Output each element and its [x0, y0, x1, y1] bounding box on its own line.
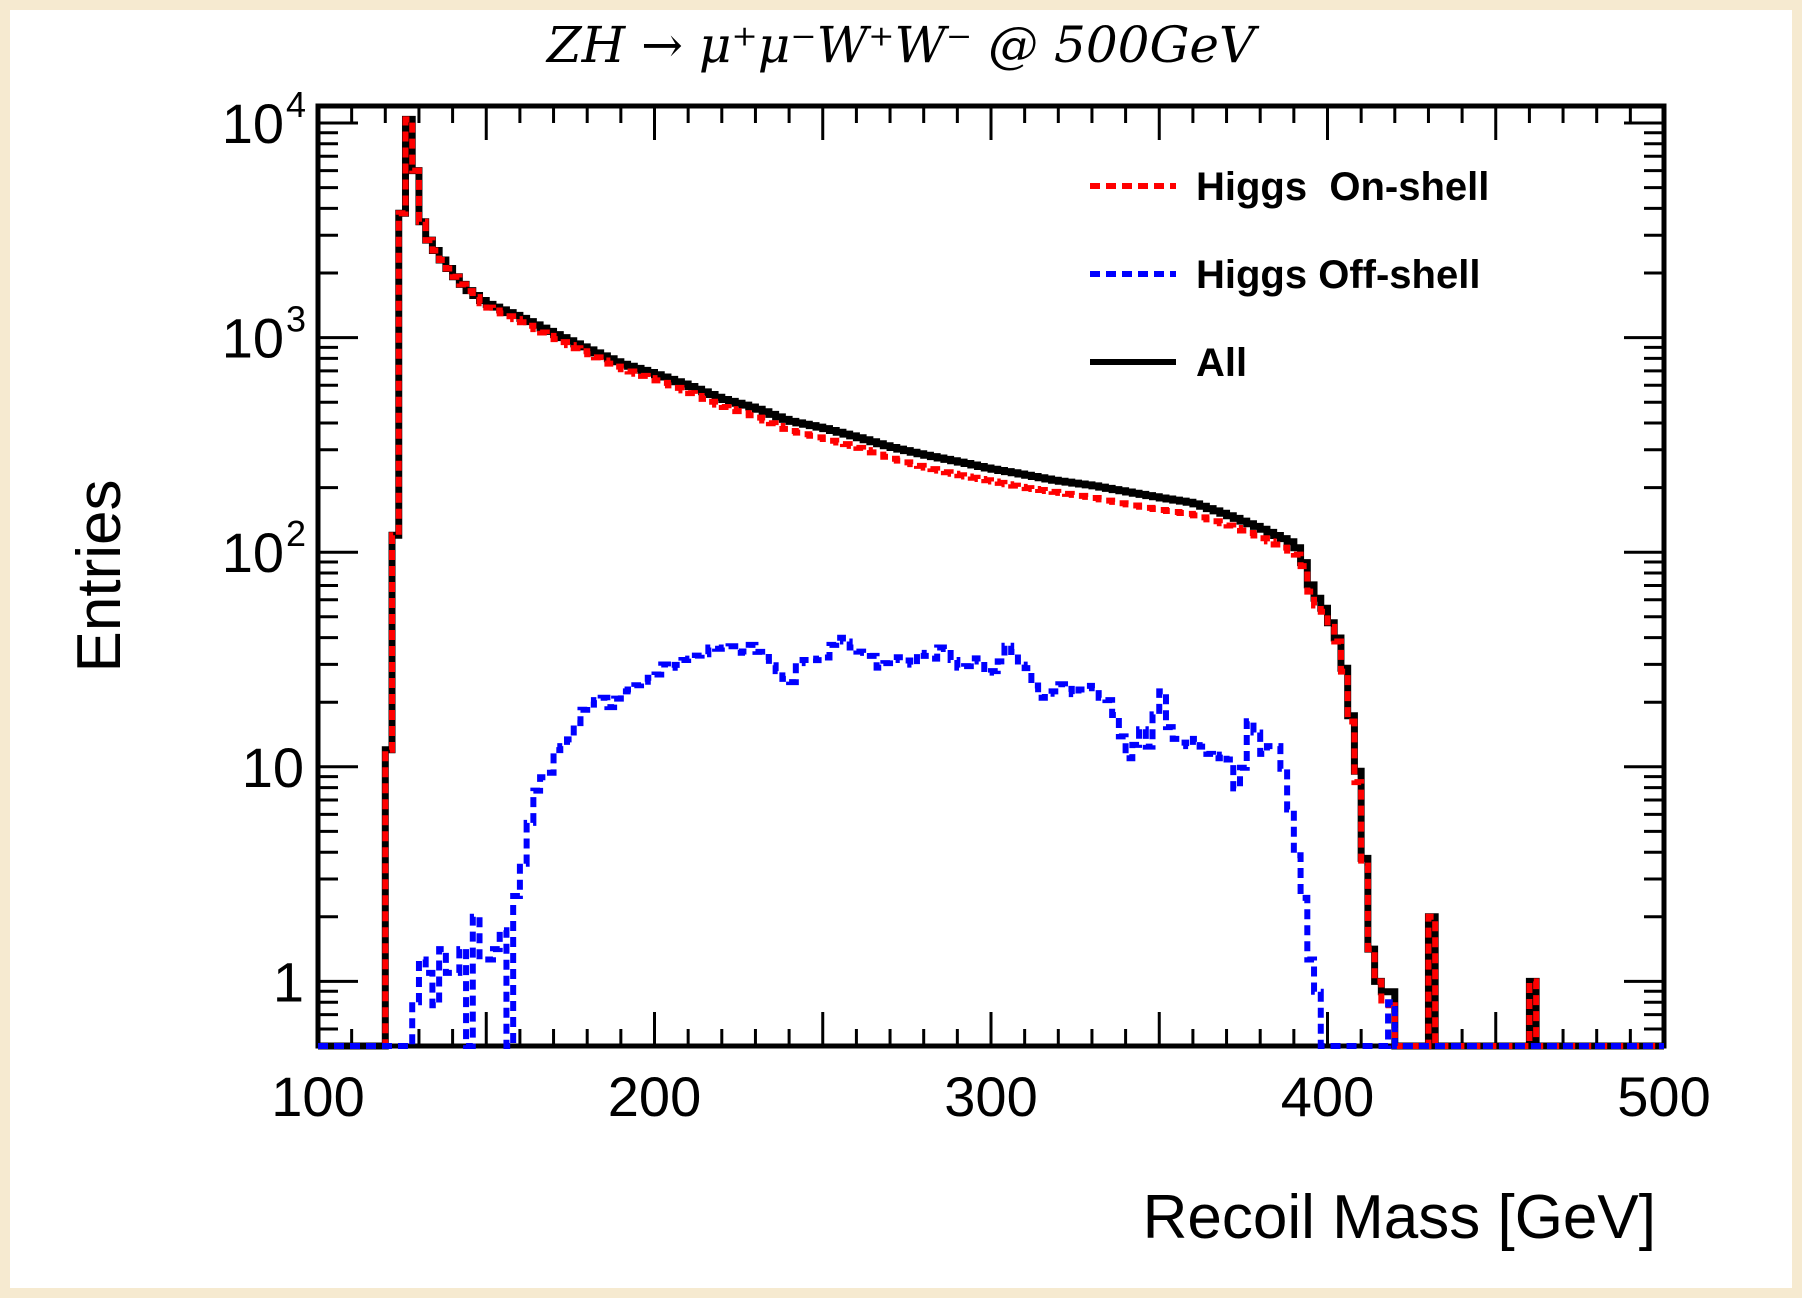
y-tick-label: 10 [222, 521, 284, 584]
y-tick-exponent: 4 [286, 84, 306, 125]
legend: Higgs On-shell Higgs Off-shell All [1090, 165, 1489, 385]
plot-frame [315, 103, 1667, 1049]
y-tick-exponent: 2 [286, 513, 306, 554]
chart-container: ZH → μ⁺μ⁻W⁺W⁻ @ 500GeV 100 200 300 400 500 1… [10, 10, 1792, 1288]
x-axis-label: Recoil Mass [GeV] [1143, 1183, 1656, 1252]
x-tick-label: 300 [944, 1065, 1037, 1128]
x-tick-labels: 100 200 300 400 500 [271, 1065, 1710, 1128]
legend-label: Higgs Off-shell [1196, 253, 1480, 297]
y-tick-label: 1 [273, 950, 304, 1013]
axis-ticks [316, 106, 1666, 1048]
recoil-mass-histogram: ZH → μ⁺μ⁻W⁺W⁻ @ 500GeV 100 200 300 400 500 1… [65, 16, 1711, 1252]
y-axis-label: Entries [65, 480, 134, 673]
x-tick-label: 400 [1281, 1065, 1374, 1128]
y-tick-exponent: 3 [286, 299, 306, 340]
chart-title: ZH → μ⁺μ⁻W⁺W⁻ @ 500GeV [545, 16, 1260, 74]
legend-label: Higgs On-shell [1196, 165, 1489, 209]
series-layer [318, 115, 1664, 1050]
legend-label: All [1196, 341, 1247, 385]
series-line-higgs-off-shell [318, 634, 1664, 1049]
y-tick-label: 10 [222, 92, 284, 155]
x-tick-label: 500 [1617, 1065, 1710, 1128]
series-line-higgs-on-shell [318, 116, 1664, 1049]
y-tick-label: 10 [242, 736, 304, 799]
y-tick-label: 10 [222, 307, 284, 370]
x-tick-label: 200 [608, 1065, 701, 1128]
x-tick-label: 100 [271, 1065, 364, 1128]
